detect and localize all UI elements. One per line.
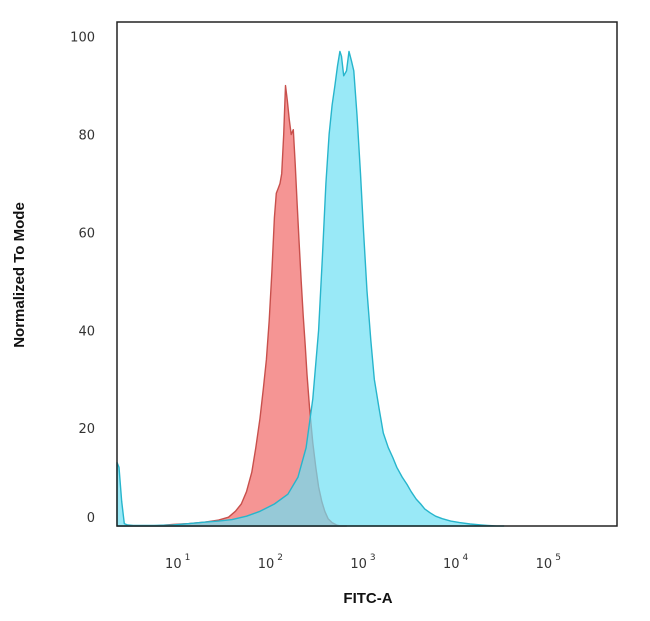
x-tick-base: 10 [258,557,275,572]
y-tick-labels: 0 20 40 60 80 100 [70,31,95,526]
histogram-series-2 [116,50,505,527]
y-tick-label: 60 [78,226,95,241]
series-layer [116,50,505,527]
x-tick-label: 10 3 [350,553,375,572]
x-tick-labels: 10 1 10 2 10 3 10 4 10 5 [165,553,561,572]
x-tick-label: 10 5 [536,553,561,572]
x-tick-base: 10 [536,557,553,572]
x-tick-exponent: 4 [463,553,469,563]
x-tick-base: 10 [350,557,367,572]
y-tick-label: 0 [87,511,95,526]
plot-frame [116,21,618,527]
x-tick-exponent: 5 [555,553,561,563]
y-tick-label: 20 [78,422,95,437]
x-tick-label: 10 1 [165,553,190,572]
y-tick-label: 40 [78,324,95,339]
y-tick-label: 100 [70,31,95,46]
x-tick-base: 10 [165,557,182,572]
x-axis-label: FITC-A [343,590,392,607]
y-tick-label: 80 [78,129,95,144]
y-axis-label: Normalized To Mode [11,202,28,348]
x-tick-label: 10 2 [258,553,283,572]
x-tick-base: 10 [443,557,460,572]
x-tick-exponent: 1 [185,553,191,563]
x-tick-exponent: 2 [277,553,283,563]
x-tick-exponent: 3 [370,553,376,563]
x-tick-label: 10 4 [443,553,469,572]
